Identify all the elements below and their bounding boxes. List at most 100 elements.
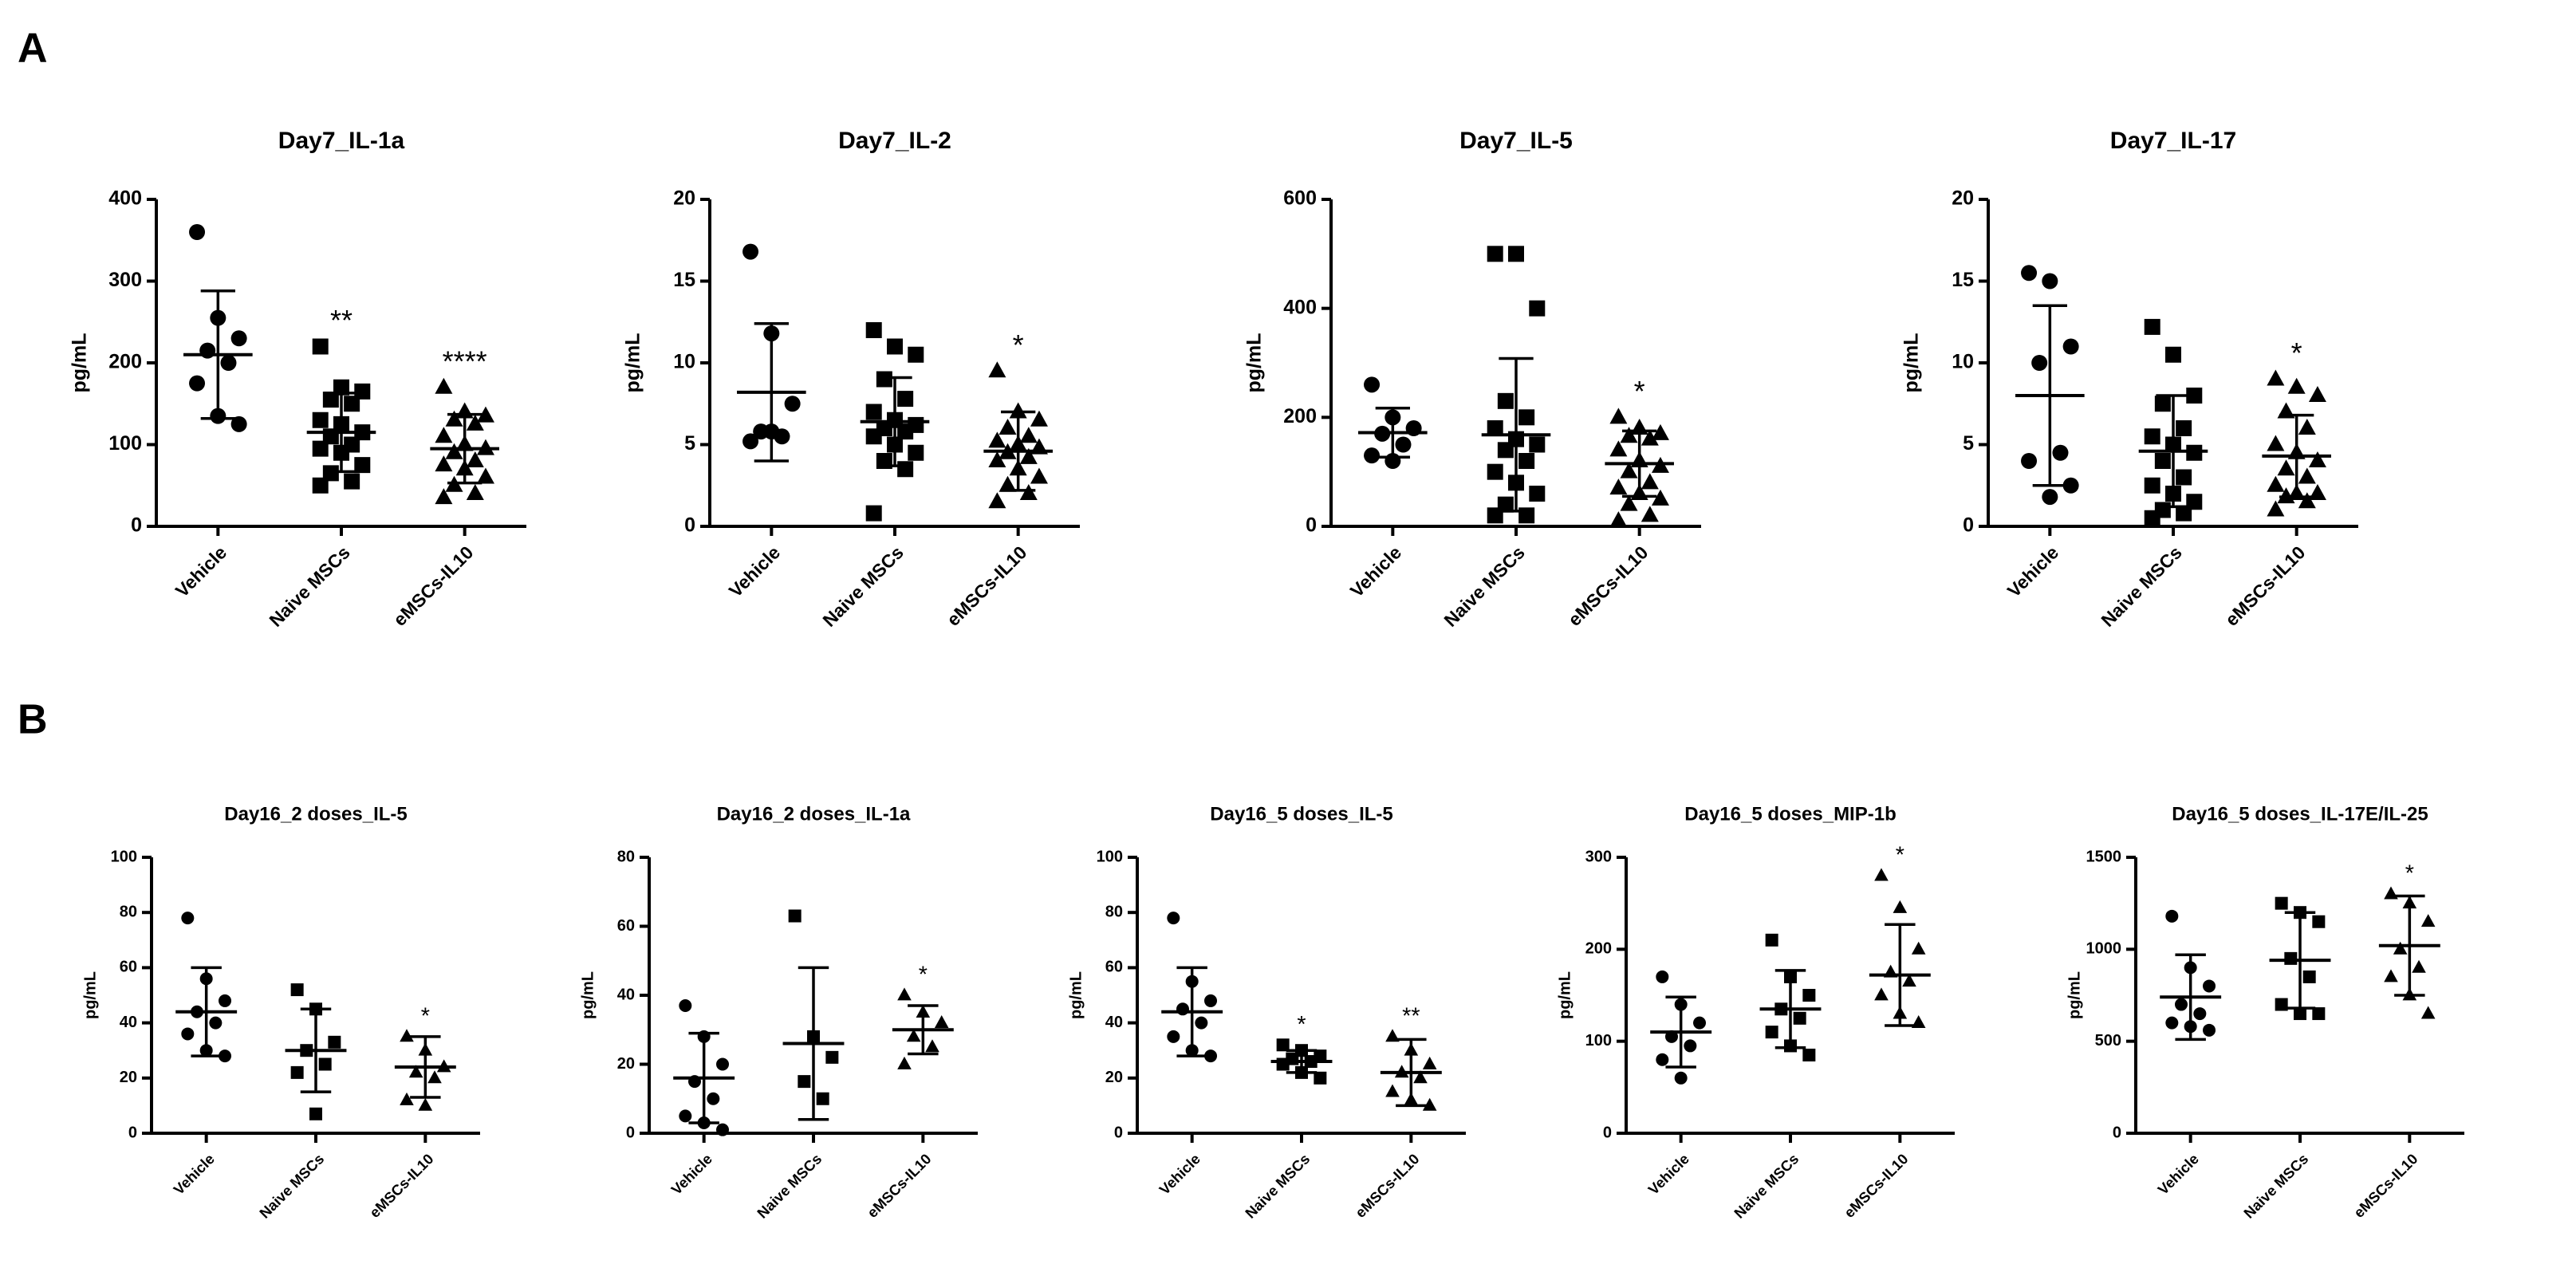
data-point [906,1029,921,1042]
data-point [1019,447,1038,464]
chart-title: Day7_IL-2 [838,128,951,154]
x-tick-label: eMSCs-IL10 [1352,1150,1423,1221]
chart: Day16_5 doses_IL-17E/IL-25 0 500 1000 1500 pg… [2066,803,2464,1222]
data-point [2154,453,2171,469]
data-point [1609,511,1628,528]
data-point [1641,473,1659,490]
data-point [2203,979,2216,993]
x-tick-label: eMSCs-IL10 [389,541,478,630]
x-tick-label: eMSCs-IL10 [943,541,1031,630]
x-tick-label: eMSCs-IL10 [2350,1150,2421,1221]
y-axis-label: pg/mL [622,333,644,393]
data-point [2267,435,2285,451]
data-point [189,375,206,392]
data-point [2031,355,2048,371]
data-point [1364,376,1381,393]
y-tick-label: 10 [1952,351,1974,373]
x-tick-label: Vehicle [1156,1150,1203,1198]
data-point [1487,246,1503,262]
chart-title: Day16_5 doses_IL-17E/IL-25 [2172,803,2428,825]
data-point [1620,427,1638,443]
y-tick-label: 400 [1283,296,1317,318]
data-point [908,444,924,461]
x-tick-label: Vehicle [1644,1150,1692,1198]
data-point [2176,469,2192,486]
x-tick-label: eMSCs-IL10 [864,1150,935,1221]
significance: * [919,963,928,988]
data-point [1167,912,1180,925]
data-point [2277,459,2295,476]
chart: Day7_IL-2 0 5 10 15 20 pg/mL Vehicle Naive MSCs e… [622,128,1080,631]
data-point [427,1070,442,1084]
chart-title: Day16_5 doses_IL-5 [1210,803,1392,825]
data-point [1684,1039,1697,1053]
data-point [716,1057,730,1071]
data-point [2275,998,2288,1011]
data-point [2277,487,2295,504]
y-tick-label: 0 [128,1124,137,1141]
chart: Day7_IL-17 0 5 10 15 20 pg/mL Vehicle Naive MSCs… [1900,128,2358,631]
data-point [1195,1016,1208,1030]
significance: * [2405,861,2414,887]
y-tick-label: 200 [108,351,142,373]
data-point [181,912,195,925]
data-point [1529,436,1546,453]
data-point [1874,987,1889,1001]
data-point [1497,392,1514,409]
data-point [2284,951,2298,965]
data-point [865,322,882,338]
data-point [2312,915,2326,928]
data-point [344,473,360,490]
data-point [1902,974,1916,987]
y-tick-label: 100 [111,848,137,865]
significance: * [1634,375,1645,408]
data-point [1765,933,1778,947]
chart: Day16_5 doses_IL-5 0 20 40 60 80 100 pg/mL Vehic… [1067,803,1466,1222]
data-point [230,415,247,432]
x-tick-label: Naive MSCs [1731,1150,1802,1221]
y-tick-label: 40 [120,1014,137,1031]
data-point [2312,1007,2326,1021]
data-point [1167,1030,1180,1043]
data-point [2062,477,2079,494]
data-point [988,431,1006,448]
data-point [1609,408,1628,424]
data-point [2275,896,2288,910]
x-tick-label: Vehicle [668,1150,715,1198]
data-point [2308,451,2326,467]
data-point [2165,346,2181,363]
data-point [400,1092,414,1105]
data-point [2420,914,2436,927]
data-point [1395,436,1412,453]
panel-label: A [18,26,48,72]
y-tick-label: 100 [108,432,142,455]
data-point [2298,467,2316,484]
data-point [209,1016,223,1030]
significance: **** [443,345,487,377]
data-point [998,475,1017,492]
chart: Day16_5 doses_MIP-1b 0 100 200 300 pg/mL Vehic… [1556,803,1955,1222]
x-tick-label: Naive MSCs [2097,541,2185,630]
y-tick-label: 20 [1105,1069,1123,1086]
y-tick-label: 80 [617,848,635,865]
data-point [816,1092,829,1105]
data-point [2042,273,2058,289]
data-point [2267,369,2285,386]
data-point [220,355,237,371]
y-tick-label: 10 [673,351,695,373]
y-tick-label: 0 [131,514,142,537]
data-point [2176,420,2192,436]
data-point [1651,423,1669,440]
data-point [2308,386,2326,402]
data-point [1030,467,1048,484]
x-tick-label: eMSCs-IL10 [1841,1150,1912,1221]
data-point [230,330,247,347]
chart-title: Day16_2 doses_IL-1a [717,803,911,825]
significance: * [421,1004,430,1030]
significance: * [1297,1012,1306,1038]
data-point [1793,1011,1806,1025]
x-tick-label: Naive MSCs [1440,541,1528,630]
y-axis-label: pg/mL [1067,971,1085,1019]
data-point [2420,1006,2436,1019]
